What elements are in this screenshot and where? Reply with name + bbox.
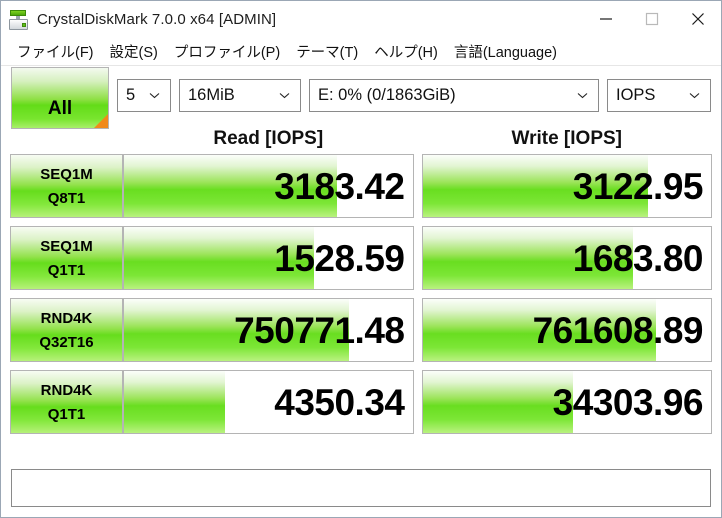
read-value: 1528.59 (274, 237, 405, 279)
test-size-select[interactable]: 16MiB (179, 78, 301, 112)
write-value: 3122.95 (572, 165, 704, 207)
menu-item-theme[interactable]: テーマ(T) (296, 45, 359, 61)
results-grid: Read [IOPS] Write [IOPS] SEQ1M Q8T1 3183… (1, 124, 721, 461)
result-row: RND4K Q1T1 4350.34 34303.96 (10, 370, 712, 434)
menu-item-help[interactable]: ヘルプ(H) (374, 45, 438, 61)
test-name: SEQ1M (40, 237, 93, 255)
read-result-cell: 4350.34 (123, 370, 414, 434)
all-test-button[interactable]: All (11, 67, 109, 129)
test-name: RND4K (40, 309, 93, 327)
disk-drive-icon (8, 9, 30, 31)
read-result-cell: 750771.48 (123, 298, 414, 362)
test-name: RND4K (40, 381, 93, 399)
read-bar-fill (124, 155, 338, 217)
menu-item-language[interactable]: 言語(Language) (453, 45, 558, 61)
read-result-cell: 3183.42 (123, 154, 414, 218)
title-bar: CrystalDiskMark 7.0.0 x64 [ADMIN] (1, 1, 721, 38)
test-label-seq1m-q1t1[interactable]: SEQ1M Q1T1 (10, 226, 123, 290)
test-label-seq1m-q8t1[interactable]: SEQ1M Q8T1 (10, 154, 123, 218)
result-row: SEQ1M Q1T1 1528.59 1683.80 (10, 226, 712, 290)
maximize-icon (645, 12, 659, 26)
read-value: 3183.42 (274, 165, 405, 207)
test-label-rnd4k-q32t16[interactable]: RND4K Q32T16 (10, 298, 123, 362)
test-label-rnd4k-q1t1[interactable]: RND4K Q1T1 (10, 370, 123, 434)
write-result-cell: 3122.95 (421, 154, 712, 218)
test-queue: Q8T1 (47, 189, 86, 207)
chevron-down-icon (139, 92, 166, 99)
result-row: RND4K Q32T16 750771.48 761608.89 (10, 298, 712, 362)
results-header-row: Read [IOPS] Write [IOPS] (10, 124, 712, 154)
write-value: 1683.80 (572, 237, 704, 279)
comment-bar (1, 461, 721, 517)
chevron-down-icon (679, 92, 706, 99)
write-value: 761608.89 (532, 309, 704, 351)
unit-select[interactable]: IOPS (607, 78, 711, 112)
write-result-cell: 34303.96 (421, 370, 712, 434)
menu-item-settings[interactable]: 設定(S) (109, 45, 158, 61)
maximize-button[interactable] (629, 1, 675, 37)
write-bar-fill (422, 299, 657, 361)
write-value: 34303.96 (552, 381, 704, 423)
comment-input[interactable] (11, 469, 711, 507)
write-bar-fill (422, 227, 634, 289)
read-result-cell: 1528.59 (123, 226, 414, 290)
chevron-down-icon (567, 92, 594, 99)
read-bar-fill (124, 371, 225, 433)
close-icon (692, 13, 704, 25)
menu-item-file[interactable]: ファイル(F) (17, 45, 94, 61)
window-controls (583, 1, 721, 37)
minimize-button[interactable] (583, 1, 629, 37)
read-bar-fill (124, 227, 315, 289)
menu-item-profile[interactable]: プロファイル(P) (173, 45, 281, 61)
test-count-select[interactable]: 5 (117, 78, 171, 112)
write-result-cell: 761608.89 (421, 298, 712, 362)
test-size-value: 16MiB (188, 85, 235, 104)
test-queue: Q1T1 (47, 261, 86, 279)
read-value: 750771.48 (234, 309, 405, 351)
toolbar: All 5 16MiB E: 0% (0/1863GiB) IOPS (1, 66, 721, 129)
test-queue: Q1T1 (47, 405, 86, 423)
test-name: SEQ1M (40, 165, 93, 183)
result-row: SEQ1M Q8T1 3183.42 3122.95 (10, 154, 712, 218)
chevron-down-icon (269, 92, 296, 99)
target-drive-value: E: 0% (0/1863GiB) (318, 85, 456, 104)
write-bar-fill (422, 155, 648, 217)
read-bar-fill (124, 299, 350, 361)
unit-value: IOPS (616, 85, 656, 104)
minimize-icon (600, 18, 612, 20)
close-button[interactable] (675, 1, 721, 37)
corner-marker-icon (94, 114, 108, 128)
test-queue: Q32T16 (39, 333, 94, 351)
read-column-header: Read [IOPS] (213, 128, 324, 149)
write-result-cell: 1683.80 (421, 226, 712, 290)
write-column-header: Write [IOPS] (511, 128, 623, 149)
test-count-value: 5 (126, 85, 136, 104)
target-drive-select[interactable]: E: 0% (0/1863GiB) (309, 78, 599, 112)
menu-bar: ファイル(F) 設定(S) プロファイル(P) テーマ(T) ヘルプ(H) 言語… (1, 38, 721, 66)
write-bar-fill (422, 371, 573, 433)
read-value: 4350.34 (274, 381, 405, 423)
all-button-label: All (47, 98, 73, 119)
window-title: CrystalDiskMark 7.0.0 x64 [ADMIN] (37, 11, 277, 28)
